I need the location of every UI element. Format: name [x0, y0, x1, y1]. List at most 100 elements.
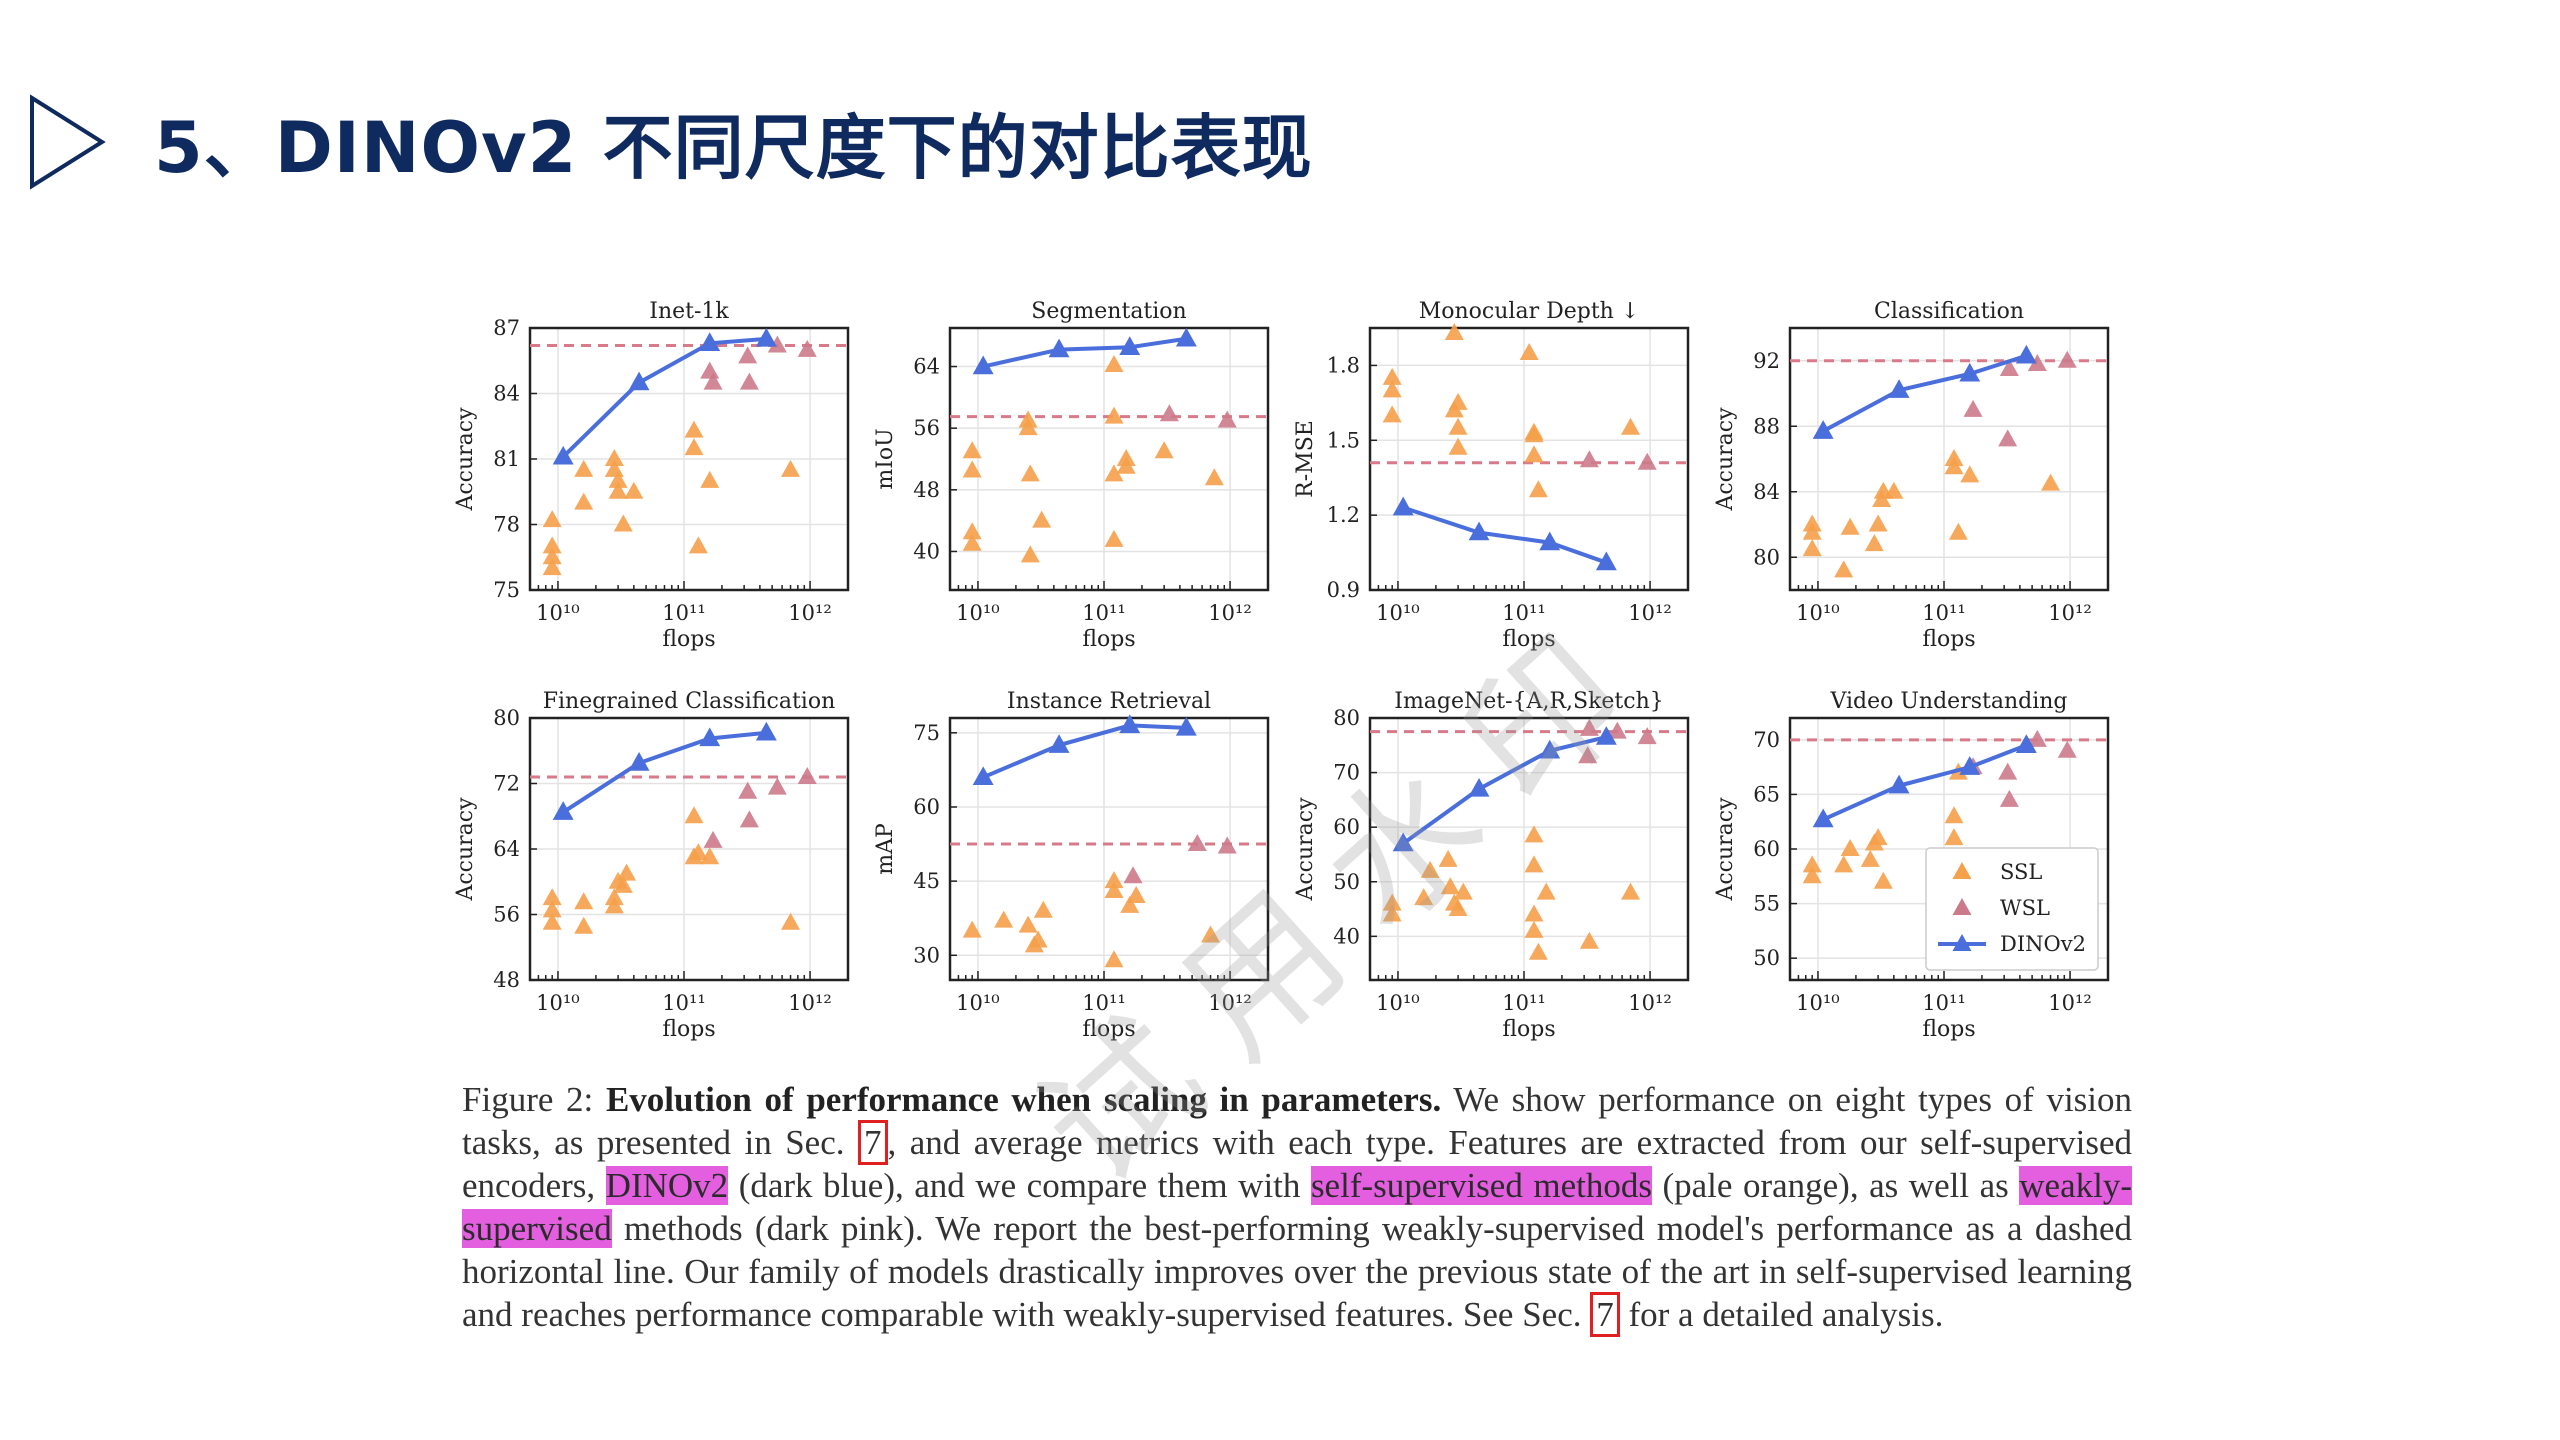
y-tick-label: 75: [493, 578, 520, 602]
x-axis-label: flops: [662, 627, 715, 652]
y-tick-label: 64: [913, 355, 940, 379]
ssl-point: [1840, 839, 1860, 856]
x-tick-label: 10¹¹: [1082, 991, 1126, 1015]
y-axis-label: Accuracy: [1713, 797, 1738, 902]
y-tick-label: 40: [1333, 924, 1360, 948]
ssl-point: [1104, 950, 1124, 968]
wsl-point: [1999, 358, 2019, 376]
y-tick-label: 84: [493, 382, 520, 406]
slide-title: 5、DINOv2 不同尺度下的对比表现: [154, 106, 1313, 189]
ssl-point: [781, 459, 801, 477]
y-axis-label: mIoU: [873, 428, 898, 489]
legend-label: SSL: [2000, 860, 2042, 884]
dinov2-point: [1175, 716, 1197, 736]
wsl-point: [703, 830, 723, 848]
plot-frame: [948, 716, 1270, 982]
y-tick-label: 78: [493, 513, 520, 537]
ssl-point: [542, 558, 562, 576]
legend-label: WSL: [2000, 896, 2050, 920]
dinov2-point: [1175, 327, 1197, 347]
highlight-dinov2: DINOv2: [605, 1166, 729, 1205]
ssl-point: [1802, 855, 1822, 873]
ssl-point: [1414, 888, 1434, 906]
ssl-point: [1448, 392, 1468, 410]
x-tick-label: 10¹¹: [1502, 601, 1546, 625]
legend-marker: [1952, 862, 1972, 879]
y-tick-label: 48: [493, 968, 520, 992]
legend-marker: [1952, 934, 1972, 951]
wsl-point: [797, 766, 817, 784]
ssl-point: [962, 533, 982, 551]
x-tick-label: 10¹²: [2048, 991, 2092, 1015]
y-axis-label: R-MSE: [1293, 420, 1318, 498]
ssl-point: [1382, 367, 1402, 385]
ssl-point: [1868, 828, 1888, 846]
wsl-point: [739, 372, 759, 390]
chart-title: ImageNet-{A,R,Sketch}: [1394, 689, 1664, 714]
dinov2-point: [2015, 734, 2037, 753]
ssl-point: [688, 843, 708, 861]
dinov2-point: [1959, 362, 1981, 382]
wsl-point: [1579, 718, 1599, 736]
ssl-point: [1802, 539, 1822, 557]
section-ref-link[interactable]: 7: [1590, 1292, 1620, 1337]
plot-frame: [948, 326, 1270, 592]
section-ref-link[interactable]: 7: [858, 1120, 888, 1165]
ssl-point: [608, 481, 628, 499]
y-tick-label: 84: [1753, 480, 1780, 504]
dinov2-point: [552, 445, 574, 465]
y-axis-label: Accuracy: [1713, 407, 1738, 512]
ssl-point: [613, 875, 633, 893]
dinov2-point: [552, 801, 574, 820]
ssl-point: [1382, 380, 1402, 398]
y-tick-label: 72: [493, 772, 520, 796]
dinov2-point: [1119, 714, 1141, 734]
ssl-point: [1032, 510, 1052, 528]
y-tick-label: 56: [913, 416, 940, 440]
dinov2-point: [1468, 777, 1490, 797]
wsl-point: [2057, 350, 2077, 368]
dinov2-point: [1539, 739, 1561, 759]
caption-text-2: , and average metrics with each type. Fe…: [462, 1123, 2132, 1205]
x-tick-label: 10¹¹: [1502, 991, 1546, 1015]
wsl-point: [1578, 746, 1598, 764]
ssl-point: [1944, 457, 1964, 475]
ssl-point: [1201, 925, 1221, 943]
ssl-point: [1621, 882, 1641, 900]
wsl-point: [1998, 429, 2018, 447]
ssl-point: [1944, 806, 1964, 824]
ssl-point: [1444, 322, 1464, 340]
x-tick-label: 10¹⁰: [1376, 991, 1420, 1015]
ssl-point: [1116, 456, 1136, 474]
ssl-point: [1448, 437, 1468, 455]
dinov2-point: [1048, 338, 1070, 358]
ssl-point: [1860, 849, 1880, 867]
x-tick-label: 10¹¹: [1082, 601, 1126, 625]
y-tick-label: 60: [913, 795, 940, 819]
ssl-point: [608, 470, 628, 488]
y-tick-label: 65: [1753, 782, 1780, 806]
ssl-point: [1104, 529, 1124, 547]
ssl-point: [1840, 517, 1860, 535]
dinov2-series-line: [561, 336, 767, 459]
wsl-point: [2027, 354, 2047, 372]
ssl-point: [604, 449, 624, 466]
ssl-point: [962, 460, 982, 478]
chart-legend: SSL WSL DINOv2: [1925, 847, 2099, 971]
x-tick-label: 10¹²: [1628, 601, 1672, 625]
y-tick-label: 55: [1753, 892, 1780, 916]
ssl-point: [1960, 465, 1980, 483]
ssl-point: [781, 912, 801, 930]
ssl-point: [542, 536, 562, 554]
y-tick-label: 50: [1333, 870, 1360, 894]
ssl-point: [1884, 481, 1904, 499]
caption-text-5: methods (dark pink). We report the best-…: [462, 1209, 2133, 1334]
wsl-point: [2057, 740, 2077, 758]
dinov2-point: [1539, 531, 1561, 551]
dinov2-point: [699, 332, 721, 351]
y-tick-label: 64: [493, 837, 520, 861]
ssl-point: [2041, 473, 2061, 491]
ssl-point: [1104, 464, 1124, 482]
y-tick-label: 92: [1753, 349, 1780, 373]
dinov2-series-line: [562, 730, 767, 814]
